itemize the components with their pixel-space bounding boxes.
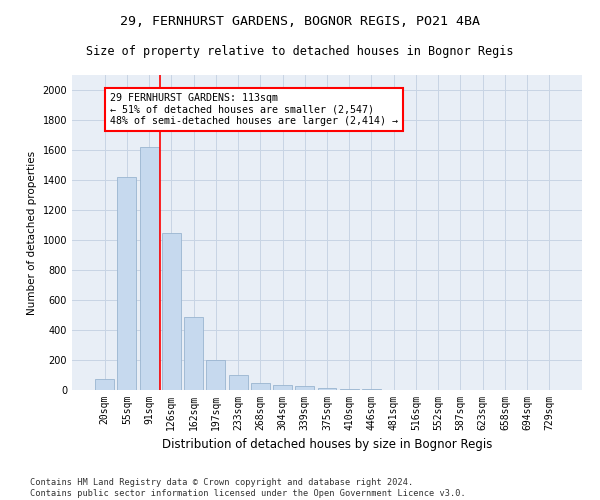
Y-axis label: Number of detached properties: Number of detached properties	[27, 150, 37, 314]
Bar	[95, 379, 114, 390]
Bar	[184, 316, 203, 390]
Bar	[362, 389, 381, 390]
Bar	[340, 388, 359, 390]
Bar	[206, 360, 225, 390]
Bar	[140, 147, 158, 390]
Bar	[273, 385, 292, 390]
Text: 29 FERNHURST GARDENS: 113sqm
← 51% of detached houses are smaller (2,547)
48% of: 29 FERNHURST GARDENS: 113sqm ← 51% of de…	[110, 93, 398, 126]
Bar	[118, 177, 136, 390]
Bar	[317, 388, 337, 390]
Bar	[229, 375, 248, 390]
Text: Contains HM Land Registry data © Crown copyright and database right 2024.
Contai: Contains HM Land Registry data © Crown c…	[30, 478, 466, 498]
Bar	[251, 382, 270, 390]
Bar	[162, 232, 181, 390]
Bar	[295, 386, 314, 390]
Text: Size of property relative to detached houses in Bognor Regis: Size of property relative to detached ho…	[86, 45, 514, 58]
X-axis label: Distribution of detached houses by size in Bognor Regis: Distribution of detached houses by size …	[162, 438, 492, 452]
Text: 29, FERNHURST GARDENS, BOGNOR REGIS, PO21 4BA: 29, FERNHURST GARDENS, BOGNOR REGIS, PO2…	[120, 15, 480, 28]
